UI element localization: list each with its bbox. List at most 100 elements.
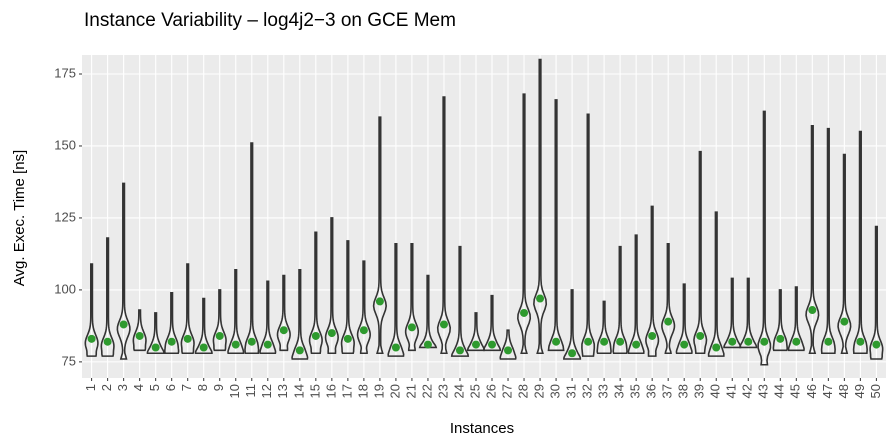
mean-point xyxy=(744,337,753,346)
mean-point xyxy=(375,297,384,306)
violin xyxy=(450,245,470,357)
violin xyxy=(276,274,291,352)
mean-point xyxy=(712,343,721,352)
mean-point xyxy=(135,331,144,340)
y-tick-label: 175 xyxy=(54,65,76,80)
mean-point xyxy=(167,337,176,346)
x-tick-label: 25 xyxy=(467,384,482,398)
x-tick-label: 42 xyxy=(740,384,755,398)
violin xyxy=(693,150,708,355)
x-tick-label: 14 xyxy=(291,384,306,398)
y-tick-label: 150 xyxy=(54,137,76,152)
mean-point xyxy=(391,343,400,352)
x-tick-label: 30 xyxy=(548,384,563,398)
mean-point xyxy=(311,331,320,340)
x-tick-label: 24 xyxy=(451,384,466,398)
violin xyxy=(757,110,772,366)
mean-point xyxy=(840,317,849,326)
x-tick-label: 45 xyxy=(788,384,803,398)
mean-point xyxy=(536,294,545,303)
y-tick-label: 125 xyxy=(54,209,76,224)
x-tick-label: 6 xyxy=(163,384,178,391)
mean-point xyxy=(407,323,416,332)
violin xyxy=(533,58,548,355)
x-tick-label: 29 xyxy=(531,384,546,398)
x-tick-label: 34 xyxy=(612,384,627,398)
mean-point xyxy=(327,329,336,338)
x-tick-label: 23 xyxy=(435,384,450,398)
mean-point xyxy=(568,349,577,358)
x-tick-label: 7 xyxy=(179,384,194,391)
mean-point xyxy=(808,306,817,315)
x-tick-label: 26 xyxy=(483,384,498,398)
violin xyxy=(100,237,115,357)
y-tick-label: 100 xyxy=(54,281,76,296)
violin xyxy=(547,99,565,352)
mean-point xyxy=(504,346,513,355)
violin xyxy=(404,243,420,352)
x-tick-label: 37 xyxy=(660,384,675,398)
x-tick-label: 15 xyxy=(307,384,322,398)
mean-point xyxy=(680,340,689,349)
mean-point xyxy=(87,334,96,343)
mean-point xyxy=(279,326,288,335)
x-tick-label: 22 xyxy=(419,384,434,398)
mean-point xyxy=(872,340,881,349)
mean-point xyxy=(760,337,769,346)
violin xyxy=(259,280,277,355)
violin xyxy=(227,268,245,355)
mean-point xyxy=(600,337,609,346)
violin xyxy=(627,234,645,355)
mean-point xyxy=(423,340,432,349)
mean-point xyxy=(263,340,272,349)
x-tick-label: 3 xyxy=(115,384,130,391)
violin xyxy=(356,260,371,355)
x-tick-label: 4 xyxy=(131,384,146,391)
y-axis-title: Avg. Exec. Time [ns] xyxy=(11,150,28,286)
violin xyxy=(499,329,517,360)
violin xyxy=(517,93,532,355)
violin xyxy=(820,127,836,355)
mean-point xyxy=(584,337,593,346)
x-tick-label: 32 xyxy=(580,384,595,398)
violin xyxy=(645,205,660,357)
violin xyxy=(324,217,339,355)
violin xyxy=(84,263,99,357)
mean-point xyxy=(471,340,480,349)
mean-point xyxy=(439,320,448,329)
mean-point xyxy=(247,337,256,346)
plot-panel xyxy=(82,55,886,378)
violin xyxy=(852,130,868,355)
mean-point xyxy=(295,346,304,355)
mean-point xyxy=(455,346,464,355)
x-tick-label: 31 xyxy=(564,384,579,398)
violin xyxy=(116,182,131,360)
x-tick-label: 12 xyxy=(259,384,274,398)
violin xyxy=(132,309,147,352)
x-tick-label: 47 xyxy=(820,384,835,398)
violin xyxy=(418,274,438,349)
violin xyxy=(739,277,758,349)
mean-point xyxy=(648,331,657,340)
x-tick-label: 13 xyxy=(275,384,290,398)
violin xyxy=(466,312,486,352)
mean-point xyxy=(552,337,561,346)
x-tick-label: 10 xyxy=(227,384,242,398)
violin xyxy=(787,286,805,352)
mean-point xyxy=(824,337,833,346)
violin xyxy=(837,153,852,355)
x-tick-label: 43 xyxy=(756,384,771,398)
violin xyxy=(482,294,502,352)
x-tick-label: 2 xyxy=(99,384,114,391)
mean-point xyxy=(728,337,737,346)
x-tick-label: 21 xyxy=(403,384,418,398)
x-tick-label: 9 xyxy=(211,384,226,391)
x-tick-label: 49 xyxy=(852,384,867,398)
violin xyxy=(244,142,260,355)
x-tick-label: 48 xyxy=(836,384,851,398)
violin xyxy=(194,297,213,355)
mean-point xyxy=(776,334,785,343)
violin xyxy=(163,291,180,355)
mean-point xyxy=(183,334,192,343)
